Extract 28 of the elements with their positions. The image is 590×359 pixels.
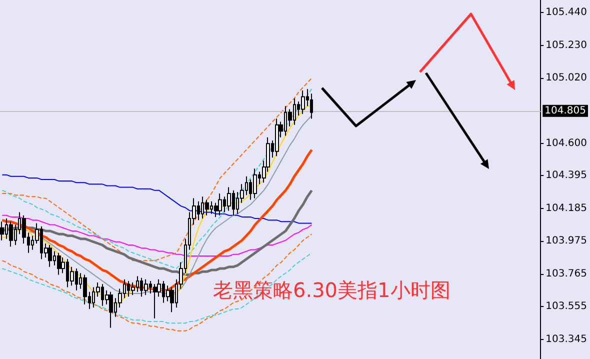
y-tick-label: 105.440 (546, 6, 588, 18)
candlestick (153, 284, 157, 319)
candlestick (0, 221, 4, 241)
y-tick-label: 104.395 (546, 170, 588, 182)
ref-line-label: 104.805 (544, 105, 586, 116)
candlestick (109, 291, 113, 328)
candlestick (205, 199, 209, 216)
y-tick-label: 105.020 (546, 72, 588, 84)
candlestick (253, 168, 257, 199)
candlestick (227, 186, 231, 212)
candlestick (218, 193, 222, 216)
candlestick (275, 118, 279, 157)
y-tick-label: 103.555 (546, 301, 588, 312)
candlestick (310, 93, 313, 120)
candlestick (144, 278, 148, 296)
y-tick-label: 103.975 (546, 236, 588, 247)
line-series (2, 214, 312, 256)
y-tick-label: 105.230 (546, 40, 588, 51)
y-tick-label: 104.185 (546, 202, 588, 214)
y-tick-label: 103.765 (546, 268, 588, 280)
candlestick (48, 244, 52, 268)
candlestick (9, 221, 13, 248)
y-tick-label: 104.600 (546, 138, 588, 150)
line-series (2, 174, 312, 224)
candlestick (57, 252, 61, 276)
y-tick-label: 103.345 (546, 334, 588, 345)
candlestick (301, 90, 305, 114)
candlestick (83, 274, 87, 305)
